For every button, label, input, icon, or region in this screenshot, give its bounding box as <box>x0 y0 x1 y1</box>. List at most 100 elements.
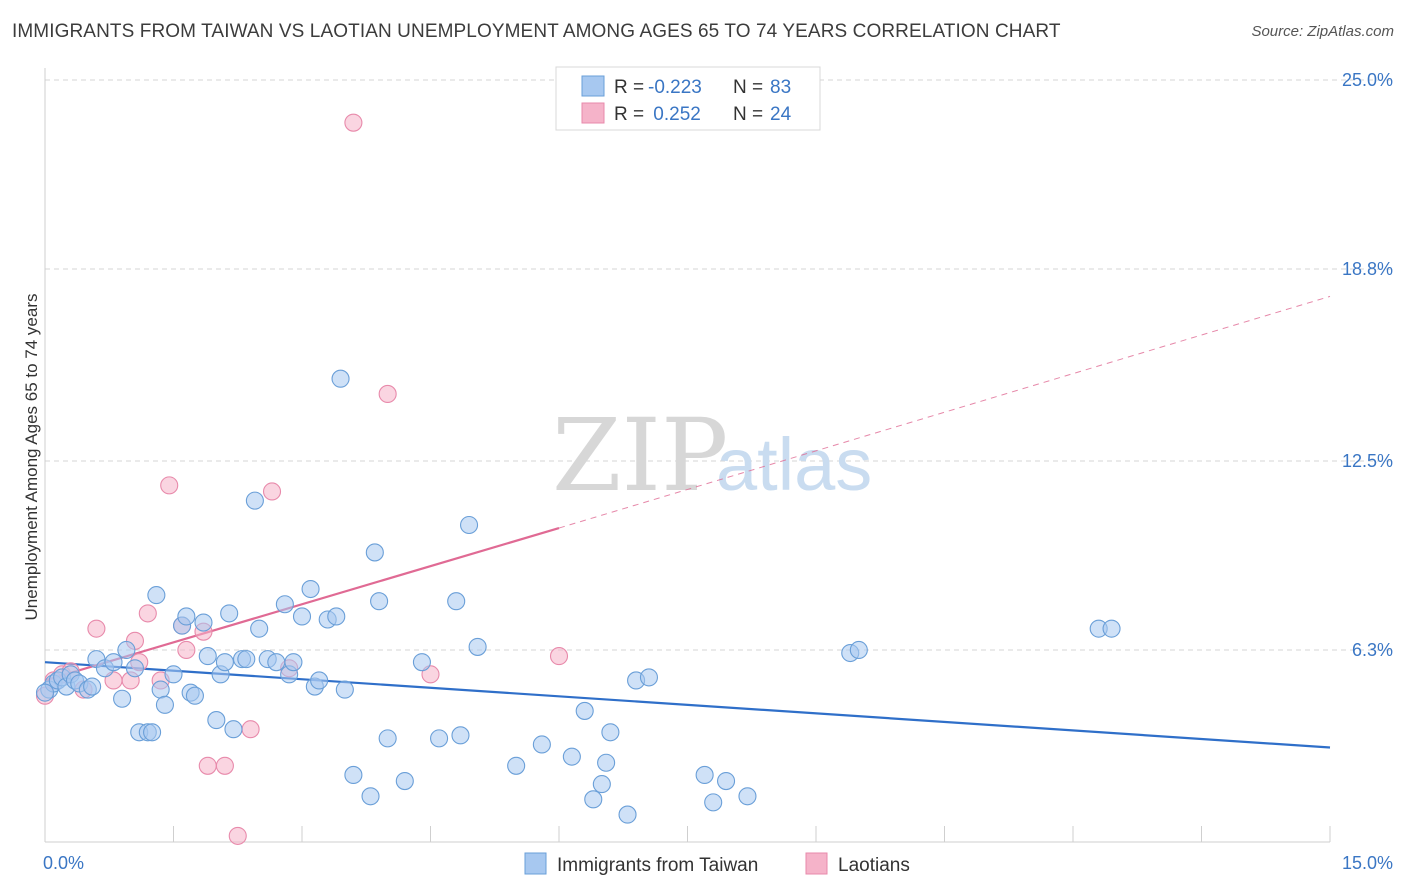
laotian-point <box>344 113 363 132</box>
taiwan-point <box>194 613 213 632</box>
chart-source: Source: ZipAtlas.com <box>1251 23 1394 40</box>
taiwan-point <box>237 650 256 669</box>
y-tick-label: 25.0% <box>1342 70 1393 90</box>
taiwan-trend-line <box>44 661 1331 749</box>
chart-title: IMMIGRANTS FROM TAIWAN VS LAOTIAN UNEMPL… <box>12 21 1061 42</box>
taiwan-point <box>220 604 239 623</box>
legend-n-label-taiwan: N = <box>733 77 763 98</box>
taiwan-point <box>292 607 312 626</box>
taiwan-point <box>344 765 363 784</box>
points-layer <box>35 113 1121 845</box>
taiwan-point <box>447 592 466 611</box>
watermark: ZIP atlas <box>552 397 872 514</box>
laotian-point <box>549 647 569 666</box>
legend-r-label-taiwan: R = <box>614 77 644 98</box>
legend-n-label-laotian: N = <box>733 104 763 125</box>
laotian-point <box>262 482 282 501</box>
taiwan-point <box>361 787 380 806</box>
taiwan-point <box>597 753 616 772</box>
taiwan-point <box>250 619 269 638</box>
laotian-point <box>138 604 157 623</box>
legend-swatch-laotian <box>581 102 605 124</box>
taiwan-point <box>451 726 470 745</box>
laotian-point <box>160 476 179 495</box>
taiwan-point <box>224 720 243 739</box>
series-legend: Immigrants from Taiwan Laotians <box>524 852 910 876</box>
taiwan-point <box>468 637 487 656</box>
taiwan-point <box>365 543 384 562</box>
taiwan-point <box>1102 619 1121 638</box>
legend-r-value-laotian: 0.252 <box>648 104 701 125</box>
taiwan-point <box>395 771 414 791</box>
taiwan-point <box>601 723 620 742</box>
taiwan-point <box>738 787 757 806</box>
bottom-legend-label-laotian: Laotians <box>838 855 910 876</box>
taiwan-point <box>155 695 174 714</box>
taiwan-point <box>215 653 234 672</box>
taiwan-point <box>618 805 637 824</box>
taiwan-point <box>562 747 581 766</box>
taiwan-point <box>164 665 183 684</box>
legend-n-value-laotian: 24 <box>770 104 792 125</box>
laotian-point <box>87 619 106 638</box>
taiwan-point <box>275 595 294 614</box>
taiwan-point <box>584 790 603 809</box>
legend-r-label-laotian: R = <box>614 104 644 125</box>
taiwan-point <box>695 765 714 784</box>
x-tick-label: 15.0% <box>1342 853 1393 873</box>
legend-n-value-taiwan: 83 <box>770 77 791 98</box>
taiwan-point <box>849 640 868 660</box>
laotian-point <box>198 756 217 775</box>
taiwan-point <box>378 729 397 748</box>
legend-r-value-taiwan: -0.223 <box>648 77 702 98</box>
taiwan-point <box>532 735 551 754</box>
taiwan-point <box>267 653 286 672</box>
taiwan-point <box>310 671 329 690</box>
taiwan-point <box>35 683 55 702</box>
laotian-point <box>378 384 397 403</box>
x-tick-label: 0.0% <box>43 853 84 873</box>
taiwan-point <box>704 793 723 812</box>
taiwan-point <box>147 586 166 605</box>
laotian-point <box>241 720 260 739</box>
y-tick-label: 18.8% <box>1342 259 1393 279</box>
legend-swatch-taiwan <box>581 75 605 97</box>
watermark-zip: ZIP <box>552 397 728 514</box>
y-tick-label: 6.3% <box>1352 640 1393 660</box>
grid-layer <box>45 79 1395 651</box>
laotian-point <box>228 826 247 845</box>
axes-layer <box>44 68 1331 843</box>
taiwan-point <box>331 369 350 388</box>
taiwan-point <box>113 689 132 708</box>
y-tick-label: 12.5% <box>1342 451 1393 471</box>
taiwan-point <box>301 579 320 599</box>
taiwan-point <box>245 491 264 510</box>
taiwan-point <box>716 771 736 791</box>
laotian-point <box>215 756 234 775</box>
bottom-legend-swatch-laotian <box>805 852 828 875</box>
taiwan-point <box>198 647 217 666</box>
taiwan-point <box>151 680 170 699</box>
taiwan-point <box>207 711 226 730</box>
taiwan-point <box>575 701 594 720</box>
correlation-legend: R = -0.223 N = 83 R = 0.252 N = 24 <box>555 66 821 131</box>
taiwan-point <box>104 653 123 672</box>
bottom-legend-label-taiwan: Immigrants from Taiwan <box>557 855 758 876</box>
taiwan-point <box>639 668 659 687</box>
taiwan-point <box>430 729 449 748</box>
taiwan-point <box>185 686 204 705</box>
bottom-legend-swatch-taiwan <box>524 852 547 875</box>
taiwan-point <box>592 775 611 794</box>
taiwan-point <box>177 607 196 626</box>
laotian-trend-extension <box>558 295 1331 529</box>
watermark-atlas: atlas <box>716 423 872 506</box>
x-tick-labels: 0.0% 15.0% <box>43 853 1393 873</box>
taiwan-point <box>412 653 431 672</box>
taiwan-point <box>83 677 102 696</box>
taiwan-point <box>284 653 303 672</box>
taiwan-point <box>370 592 389 611</box>
taiwan-point <box>125 659 144 678</box>
taiwan-point <box>117 640 136 660</box>
taiwan-point <box>335 680 354 699</box>
